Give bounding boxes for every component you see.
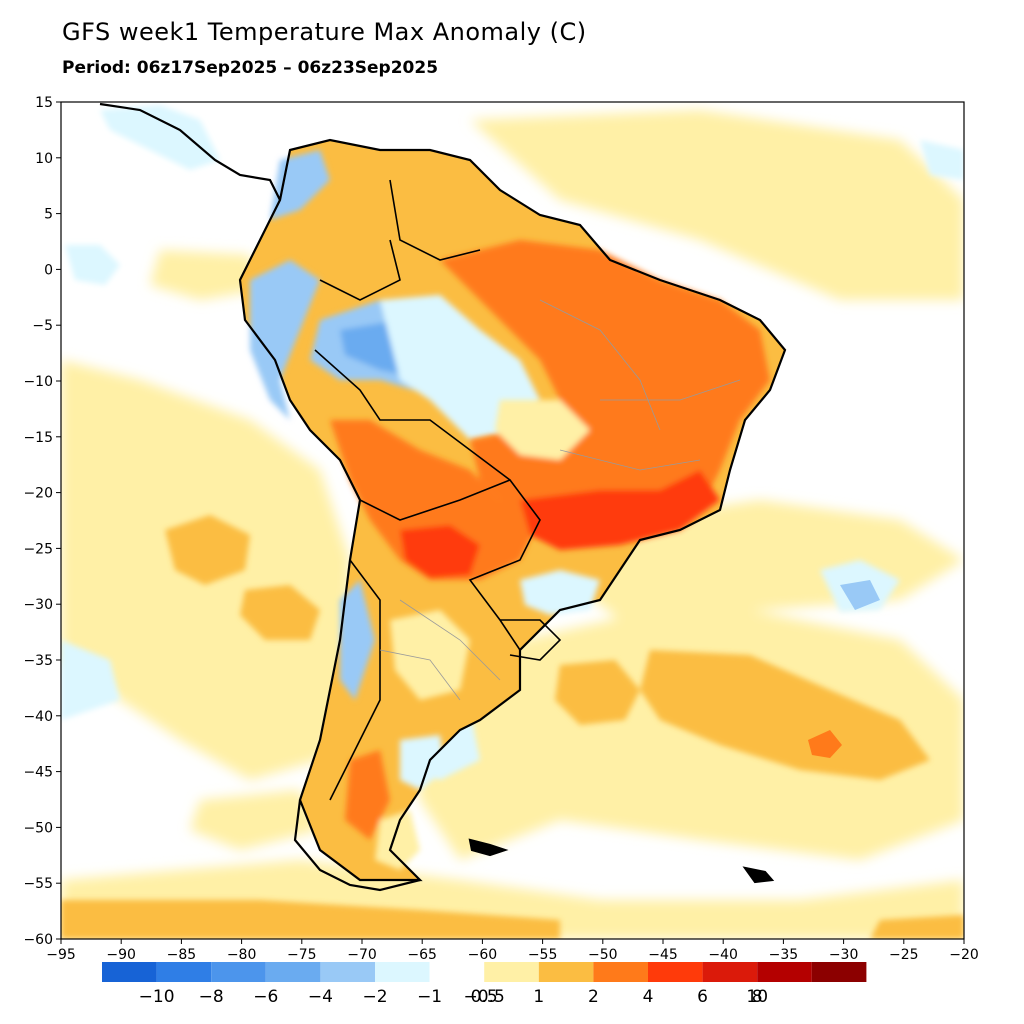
colorbar-label: 8	[752, 987, 763, 1007]
colorbar-label: −4	[308, 987, 333, 1007]
colorbar-swatch	[320, 962, 375, 982]
colorbar-swatch	[375, 962, 430, 982]
lat-tick-label: −35	[23, 653, 53, 669]
lon-tick-label: −70	[347, 947, 377, 963]
lat-tick-label: −5	[32, 318, 53, 334]
colorbar-swatch	[102, 962, 157, 982]
colorbar-label: −8	[199, 987, 224, 1007]
lat-tick-label: −20	[23, 486, 53, 502]
colorbar-swatch	[211, 962, 266, 982]
map-frame	[60, 101, 965, 940]
lon-tick-label: −80	[227, 947, 257, 963]
colorbar-swatch	[593, 962, 648, 982]
lon-axis: −95 −90 −85 −80 −75 −70 −65 −60 −55 −50 −45 −40 −35 −…	[46, 939, 979, 963]
lat-tick-label: −40	[23, 709, 53, 725]
anomaly-field	[61, 102, 964, 939]
colorbar-label: 4	[643, 987, 654, 1007]
colorbar-label: −10	[139, 987, 175, 1007]
lon-tick-label: −55	[528, 947, 558, 963]
lon-tick-label: −20	[949, 947, 979, 963]
colorbar-label: 6	[697, 987, 708, 1007]
colorbar-swatch	[757, 962, 812, 982]
colorbar-label: 1	[533, 987, 544, 1007]
lon-tick-label: −30	[829, 947, 859, 963]
lat-tick-label: 5	[44, 207, 53, 223]
lat-tick-label: −15	[23, 430, 53, 446]
colorbar-label: −1	[417, 987, 442, 1007]
lat-tick-label: 0	[44, 262, 53, 278]
country-borders	[314, 179, 562, 801]
colorbar-swatch	[538, 962, 594, 982]
colorbar-swatch	[265, 962, 321, 982]
lat-tick-label: −25	[23, 541, 53, 557]
lat-tick-label: −55	[23, 876, 53, 892]
lat-axis: 15 10 5 0 −5 −10 −15 −20 −25 −30 −35 −40 −45 −50 −55 −6…	[23, 95, 61, 948]
lat-tick-label: −50	[23, 820, 53, 836]
colorbar-swatch	[429, 962, 485, 982]
lon-tick-label: −85	[167, 947, 197, 963]
colorbar-swatch	[702, 962, 758, 982]
colorbar-swatch	[156, 962, 212, 982]
colorbar-label: −0.5	[464, 987, 505, 1007]
coastlines	[99, 102, 787, 892]
colorbar-label: −2	[362, 987, 387, 1007]
chart-title: GFS week1 Temperature Max Anomaly (C)	[62, 18, 587, 46]
lat-tick-label: −60	[23, 932, 53, 948]
colorbar-swatch	[648, 962, 703, 982]
lat-tick-label: −45	[23, 765, 53, 781]
lon-tick-label: −95	[46, 947, 76, 963]
lat-tick-label: −10	[23, 374, 53, 390]
colorbar-swatch	[484, 962, 539, 982]
lon-tick-label: −35	[769, 947, 799, 963]
lon-tick-label: −90	[106, 947, 136, 963]
lon-tick-label: −25	[889, 947, 919, 963]
state-borders	[379, 299, 741, 701]
colorbar-label: 0.5	[471, 987, 498, 1007]
period-label: Period: 06z17Sep2025 – 06z23Sep2025	[62, 58, 439, 78]
colorbar-swatch	[811, 962, 867, 982]
lon-tick-label: −60	[468, 947, 498, 963]
colorbar-label: 10	[746, 987, 768, 1007]
lon-tick-label: −45	[648, 947, 678, 963]
colorbar-label: 2	[588, 987, 599, 1007]
colorbar-label: −6	[253, 987, 278, 1007]
lat-tick-label: 15	[35, 95, 53, 111]
lon-tick-label: −50	[588, 947, 618, 963]
lat-tick-label: −30	[23, 597, 53, 613]
lat-tick-label: 10	[35, 151, 53, 167]
lon-tick-label: −40	[708, 947, 738, 963]
lon-tick-label: −65	[407, 947, 437, 963]
colorbar: −10 −8 −6 −4 −2 −1 −0.50.5 1 2 4 6 810	[102, 962, 867, 1007]
lon-tick-label: −75	[287, 947, 317, 963]
